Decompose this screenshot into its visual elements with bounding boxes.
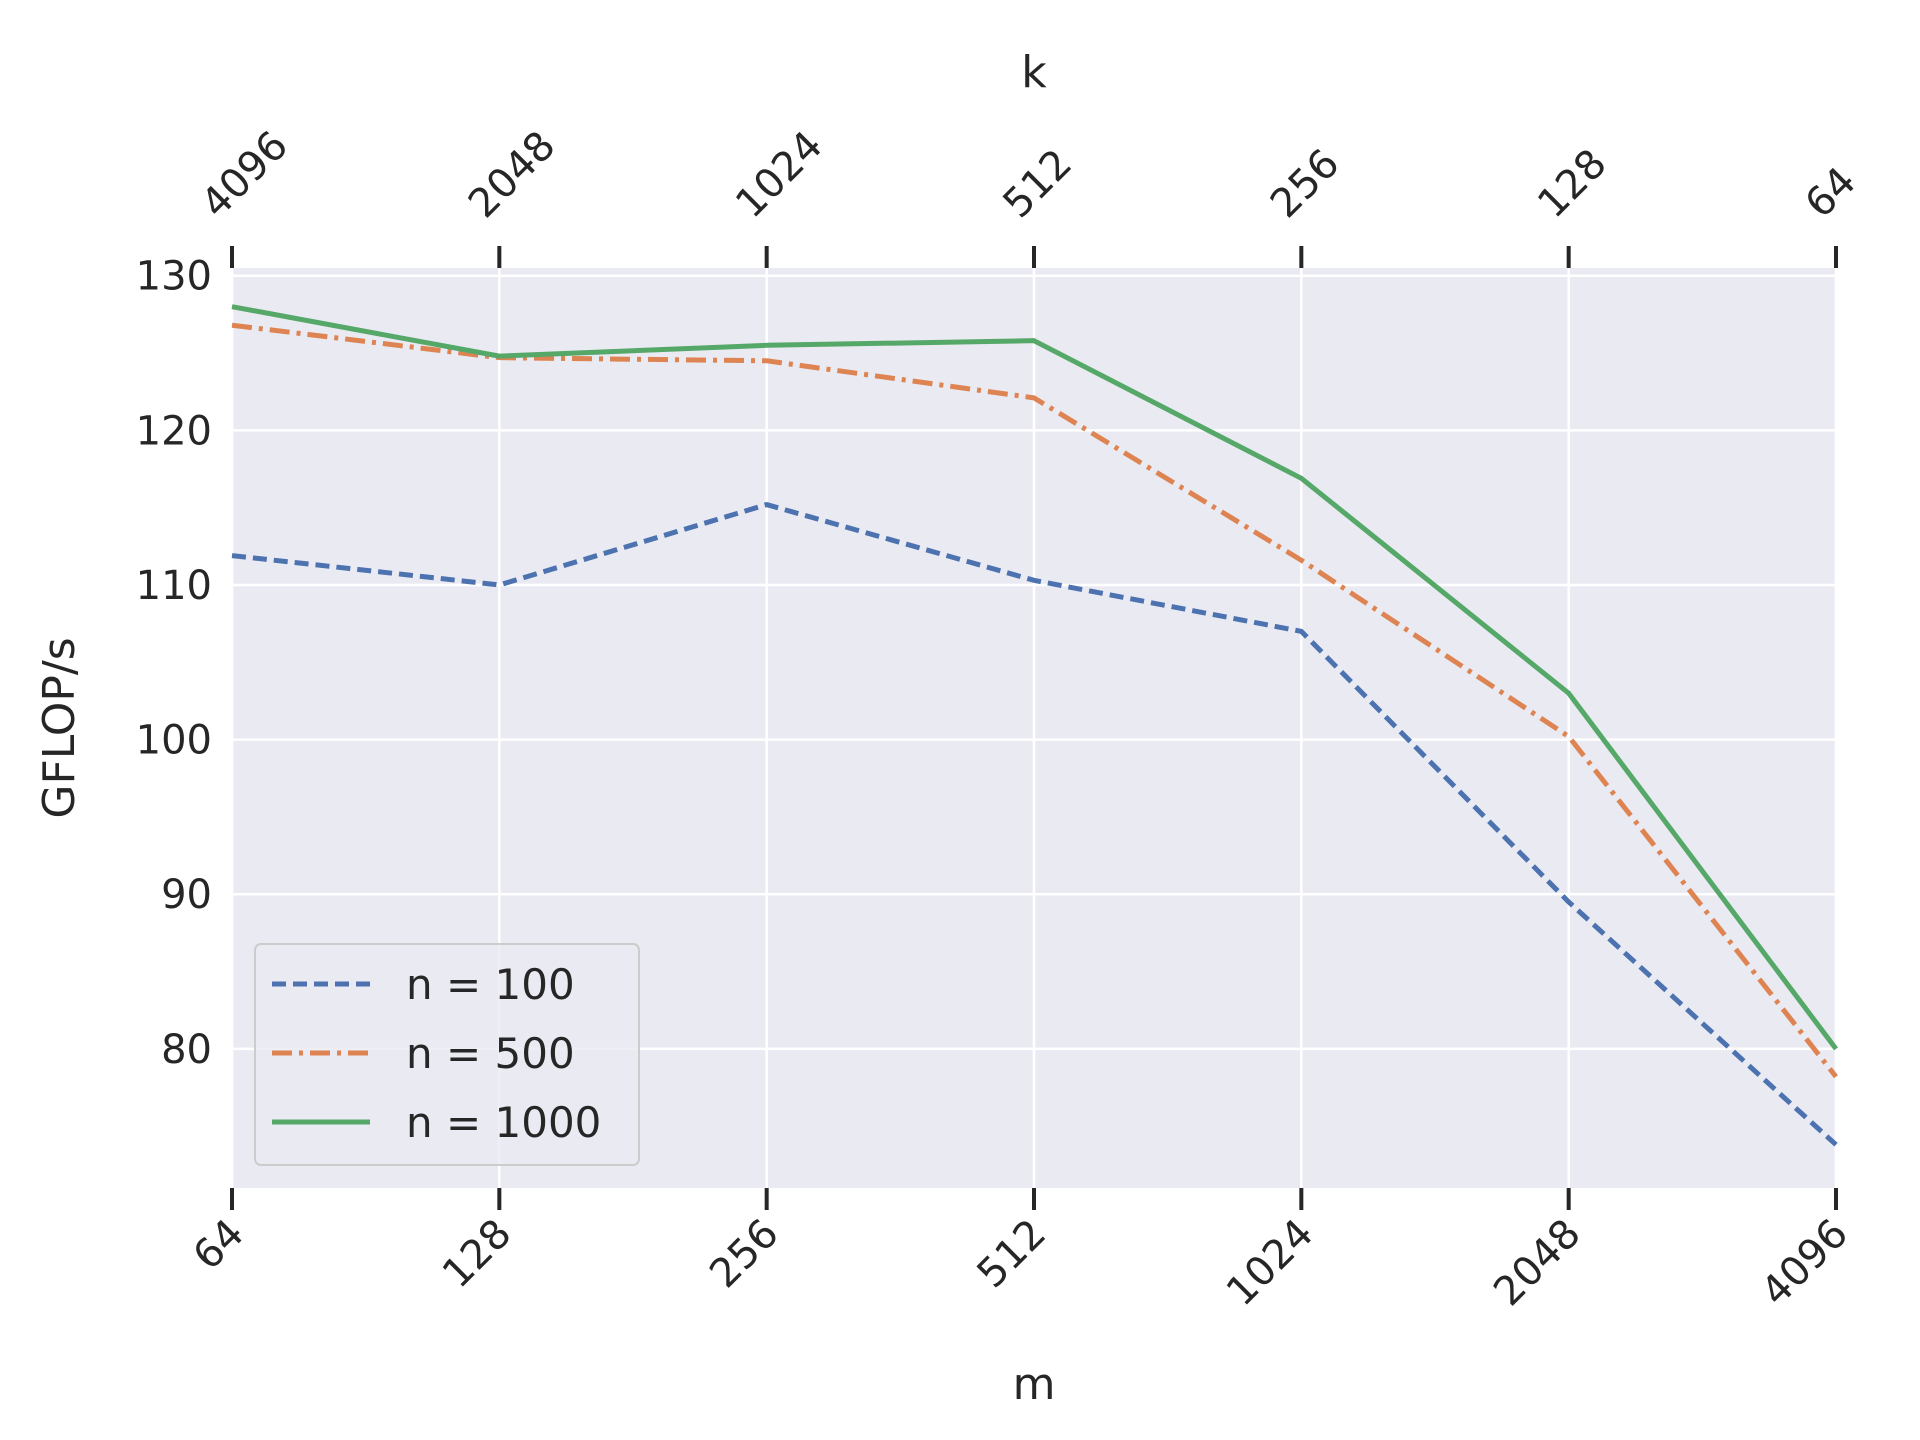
top-x-axis-label: k: [1021, 47, 1047, 98]
legend-label: n = 1000: [406, 1098, 601, 1147]
series-line: [231, 304, 1838, 1051]
legend-box: [254, 943, 640, 1166]
top-x-tick-label: 128: [1529, 141, 1616, 228]
legend-label: n = 500: [406, 1029, 575, 1078]
x-tick-label: 4096: [1753, 1211, 1858, 1316]
y-tick-label: 90: [161, 872, 212, 918]
y-tick-label: 100: [136, 718, 212, 764]
x-tick-label: 512: [969, 1211, 1056, 1298]
top-x-tick-label: 64: [1797, 159, 1866, 228]
series-line: [231, 502, 1838, 1147]
x-tick-label: 256: [701, 1211, 788, 1298]
x-tick-label: 128: [434, 1211, 521, 1298]
top-x-tick-label: 512: [995, 141, 1082, 228]
legend-label: n = 100: [406, 960, 575, 1009]
y-tick-label: 110: [136, 563, 212, 609]
y-tick-label: 130: [136, 254, 212, 300]
x-tick-label: 64: [185, 1211, 254, 1280]
top-x-tick-label: 1024: [727, 123, 832, 228]
x-tick-label: 2048: [1485, 1211, 1590, 1316]
x-axis-label: m: [1013, 1359, 1056, 1410]
series-lines: [231, 304, 1838, 1147]
legend: n = 100 n = 500 n = 1000: [254, 943, 640, 1166]
y-tick-label: 120: [136, 408, 212, 454]
top-x-tick-label: 256: [1262, 141, 1349, 228]
y-tick-label: 80: [161, 1027, 212, 1073]
x-tick-label: 1024: [1218, 1211, 1323, 1316]
y-axis-label: GFLOP/s: [34, 637, 85, 818]
top-x-tick-label: 2048: [460, 123, 565, 228]
top-x-tick-label: 4096: [193, 123, 298, 228]
